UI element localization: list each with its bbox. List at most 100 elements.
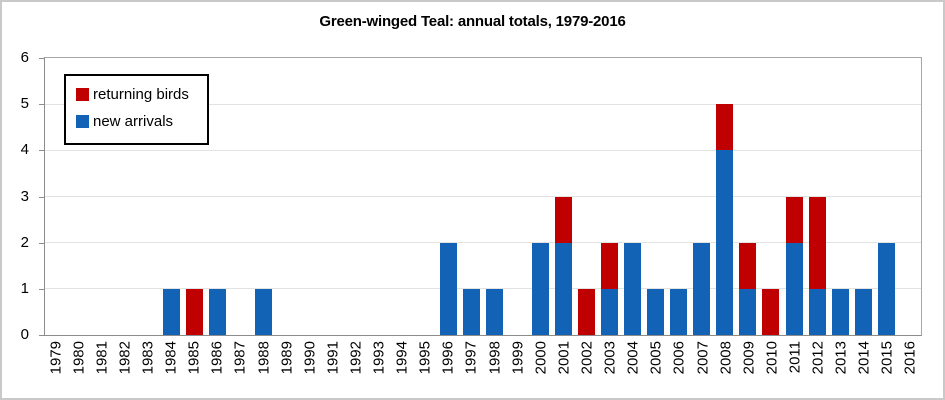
x-axis-label: 1996: [439, 341, 457, 375]
x-axis-label: 2011: [786, 341, 804, 374]
x-axis-label: 1983: [139, 341, 157, 375]
x-axis-label: 2000: [532, 341, 550, 375]
bar-2012: [806, 58, 829, 335]
bar-2002: [575, 58, 598, 335]
x-axis-label: 1985: [185, 341, 203, 375]
bar-segment-new-arrivals: [485, 288, 503, 335]
bar-segment-new-arrivals: [255, 288, 273, 335]
bar-2008: [713, 58, 736, 335]
y-axis-tick: [39, 242, 44, 244]
x-axis-label: 1991: [324, 341, 342, 375]
bar-1989: [275, 58, 298, 335]
bar-segment-new-arrivals: [647, 288, 665, 335]
bar-1996: [437, 58, 460, 335]
bar-2007: [690, 58, 713, 335]
bar-segment-new-arrivals: [532, 242, 549, 335]
bar-1991: [322, 58, 345, 335]
x-axis-label: 1992: [347, 341, 365, 375]
bar-segment-new-arrivals: [555, 242, 573, 335]
bar-segment-new-arrivals: [209, 288, 227, 335]
bar-2003: [598, 58, 621, 335]
gridline: [45, 242, 921, 244]
bars-layer: [45, 58, 921, 335]
x-axis-label: 1981: [93, 341, 111, 375]
y-axis-tick: [39, 104, 44, 106]
x-axis-label: 2015: [878, 341, 896, 375]
x-axis-label: 2006: [670, 341, 688, 375]
bar-segment-new-arrivals: [739, 288, 757, 335]
x-axis-label: 1982: [116, 341, 134, 375]
legend-item-returning-birds: returning birds: [76, 86, 207, 103]
bar-segment-new-arrivals: [601, 288, 619, 335]
x-axis-label: 1989: [278, 341, 296, 375]
y-axis-tick: [39, 288, 44, 290]
y-axis-label: 6: [20, 49, 29, 66]
bar-1999: [506, 58, 529, 335]
bar-1993: [368, 58, 391, 335]
x-axis-label: 2013: [832, 341, 850, 375]
x-axis-label: 1984: [162, 341, 180, 375]
x-axis-label: 2002: [578, 341, 596, 375]
legend: returning birds new arrivals: [64, 74, 209, 145]
bar-1984: [160, 58, 183, 335]
x-axis-label: 1997: [462, 341, 480, 375]
bar-segment-new-arrivals: [785, 242, 803, 335]
bar-2000: [529, 58, 552, 335]
x-axis-label: 1979: [47, 341, 65, 375]
bar-1998: [483, 58, 506, 335]
bar-2013: [829, 58, 852, 335]
bar-segment-new-arrivals: [877, 242, 895, 335]
x-axis-label: 2010: [763, 341, 781, 375]
bar-1986: [206, 58, 229, 335]
x-axis-label: 2007: [694, 341, 711, 375]
bar-segment-returning-birds: [716, 104, 734, 151]
x-axis-label: 2016: [901, 341, 919, 375]
x-axis-label: 1990: [301, 341, 319, 375]
bar-2009: [736, 58, 759, 335]
bar-segment-new-arrivals: [462, 288, 480, 335]
x-axis-label: 1980: [70, 341, 88, 375]
bar-segment-new-arrivals: [624, 242, 642, 335]
bar-segment-new-arrivals: [693, 242, 711, 335]
bar-1994: [391, 58, 414, 335]
bar-segment-returning-birds: [785, 196, 803, 243]
bar-1988: [252, 58, 275, 335]
bar-1985: [183, 58, 206, 335]
bar-1992: [345, 58, 368, 335]
x-axis-label: 2008: [717, 341, 735, 375]
x-axis-label: 1994: [393, 341, 411, 375]
bar-2015: [875, 58, 898, 335]
bar-segment-new-arrivals: [716, 150, 734, 335]
bar-segment-new-arrivals: [163, 288, 181, 335]
bar-segment-new-arrivals: [808, 288, 826, 335]
legend-label-returning-birds: returning birds: [93, 86, 189, 103]
legend-item-new-arrivals: new arrivals: [76, 113, 207, 130]
bar-2010: [759, 58, 782, 335]
y-axis-label: 4: [20, 141, 29, 159]
x-axis-label: 1988: [255, 341, 272, 375]
chart-title: Green-winged Teal: annual totals, 1979-2…: [319, 13, 626, 30]
bar-segment-returning-birds: [808, 196, 826, 289]
y-axis-tick: [39, 150, 44, 152]
bar-segment-returning-birds: [739, 242, 757, 289]
bar-1997: [460, 58, 483, 335]
bar-segment-new-arrivals: [670, 288, 688, 335]
bar-2001: [552, 58, 575, 335]
bar-2016: [898, 58, 921, 335]
x-axis-label: 2012: [809, 341, 827, 375]
gridline: [45, 196, 921, 197]
x-axis-label: 1995: [416, 341, 434, 375]
x-axis-label: 2004: [624, 341, 642, 375]
x-axis-label: 2001: [555, 341, 573, 375]
y-axis-label: 3: [20, 187, 29, 205]
y-axis-label: 5: [20, 95, 29, 113]
bar-segment-returning-birds: [555, 196, 573, 243]
gridline: [45, 103, 921, 105]
bar-segment-returning-birds: [762, 288, 780, 335]
bar-segment-returning-birds: [186, 288, 204, 335]
gridline: [45, 149, 921, 151]
x-axis-label: 1986: [208, 341, 226, 375]
y-axis-tick: [39, 58, 44, 59]
x-axis-label: 2014: [855, 341, 873, 375]
